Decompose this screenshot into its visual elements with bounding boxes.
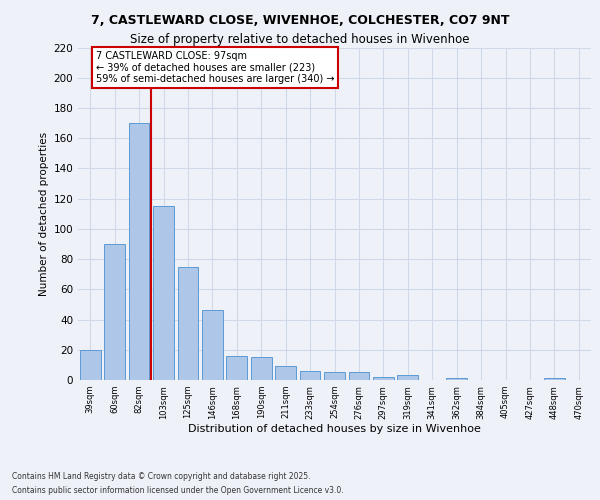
Bar (299, 371, 320, 380)
Text: Contains HM Land Registry data © Crown copyright and database right 2025.: Contains HM Land Registry data © Crown c… (12, 472, 311, 481)
Bar (397, 376, 418, 380)
Bar (373, 377, 394, 380)
Bar (104, 244, 125, 380)
Bar (275, 366, 296, 380)
Text: 7 CASTLEWARD CLOSE: 97sqm
← 39% of detached houses are smaller (223)
59% of semi: 7 CASTLEWARD CLOSE: 97sqm ← 39% of detac… (95, 50, 334, 84)
Text: Size of property relative to detached houses in Wivenhoe: Size of property relative to detached ho… (130, 32, 470, 46)
Bar (153, 206, 174, 380)
Y-axis label: Number of detached properties: Number of detached properties (39, 132, 49, 296)
Bar (324, 372, 345, 380)
Bar (202, 310, 223, 380)
Bar (128, 123, 149, 380)
Bar (544, 378, 565, 380)
Text: 7, CASTLEWARD CLOSE, WIVENHOE, COLCHESTER, CO7 9NT: 7, CASTLEWARD CLOSE, WIVENHOE, COLCHESTE… (91, 14, 509, 27)
Bar (178, 266, 199, 380)
Bar (226, 356, 247, 380)
Text: Contains public sector information licensed under the Open Government Licence v3: Contains public sector information licen… (12, 486, 344, 495)
X-axis label: Distribution of detached houses by size in Wivenhoe: Distribution of detached houses by size … (188, 424, 481, 434)
Bar (80, 350, 101, 380)
Bar (446, 378, 467, 380)
Bar (349, 372, 370, 380)
Bar (251, 358, 272, 380)
